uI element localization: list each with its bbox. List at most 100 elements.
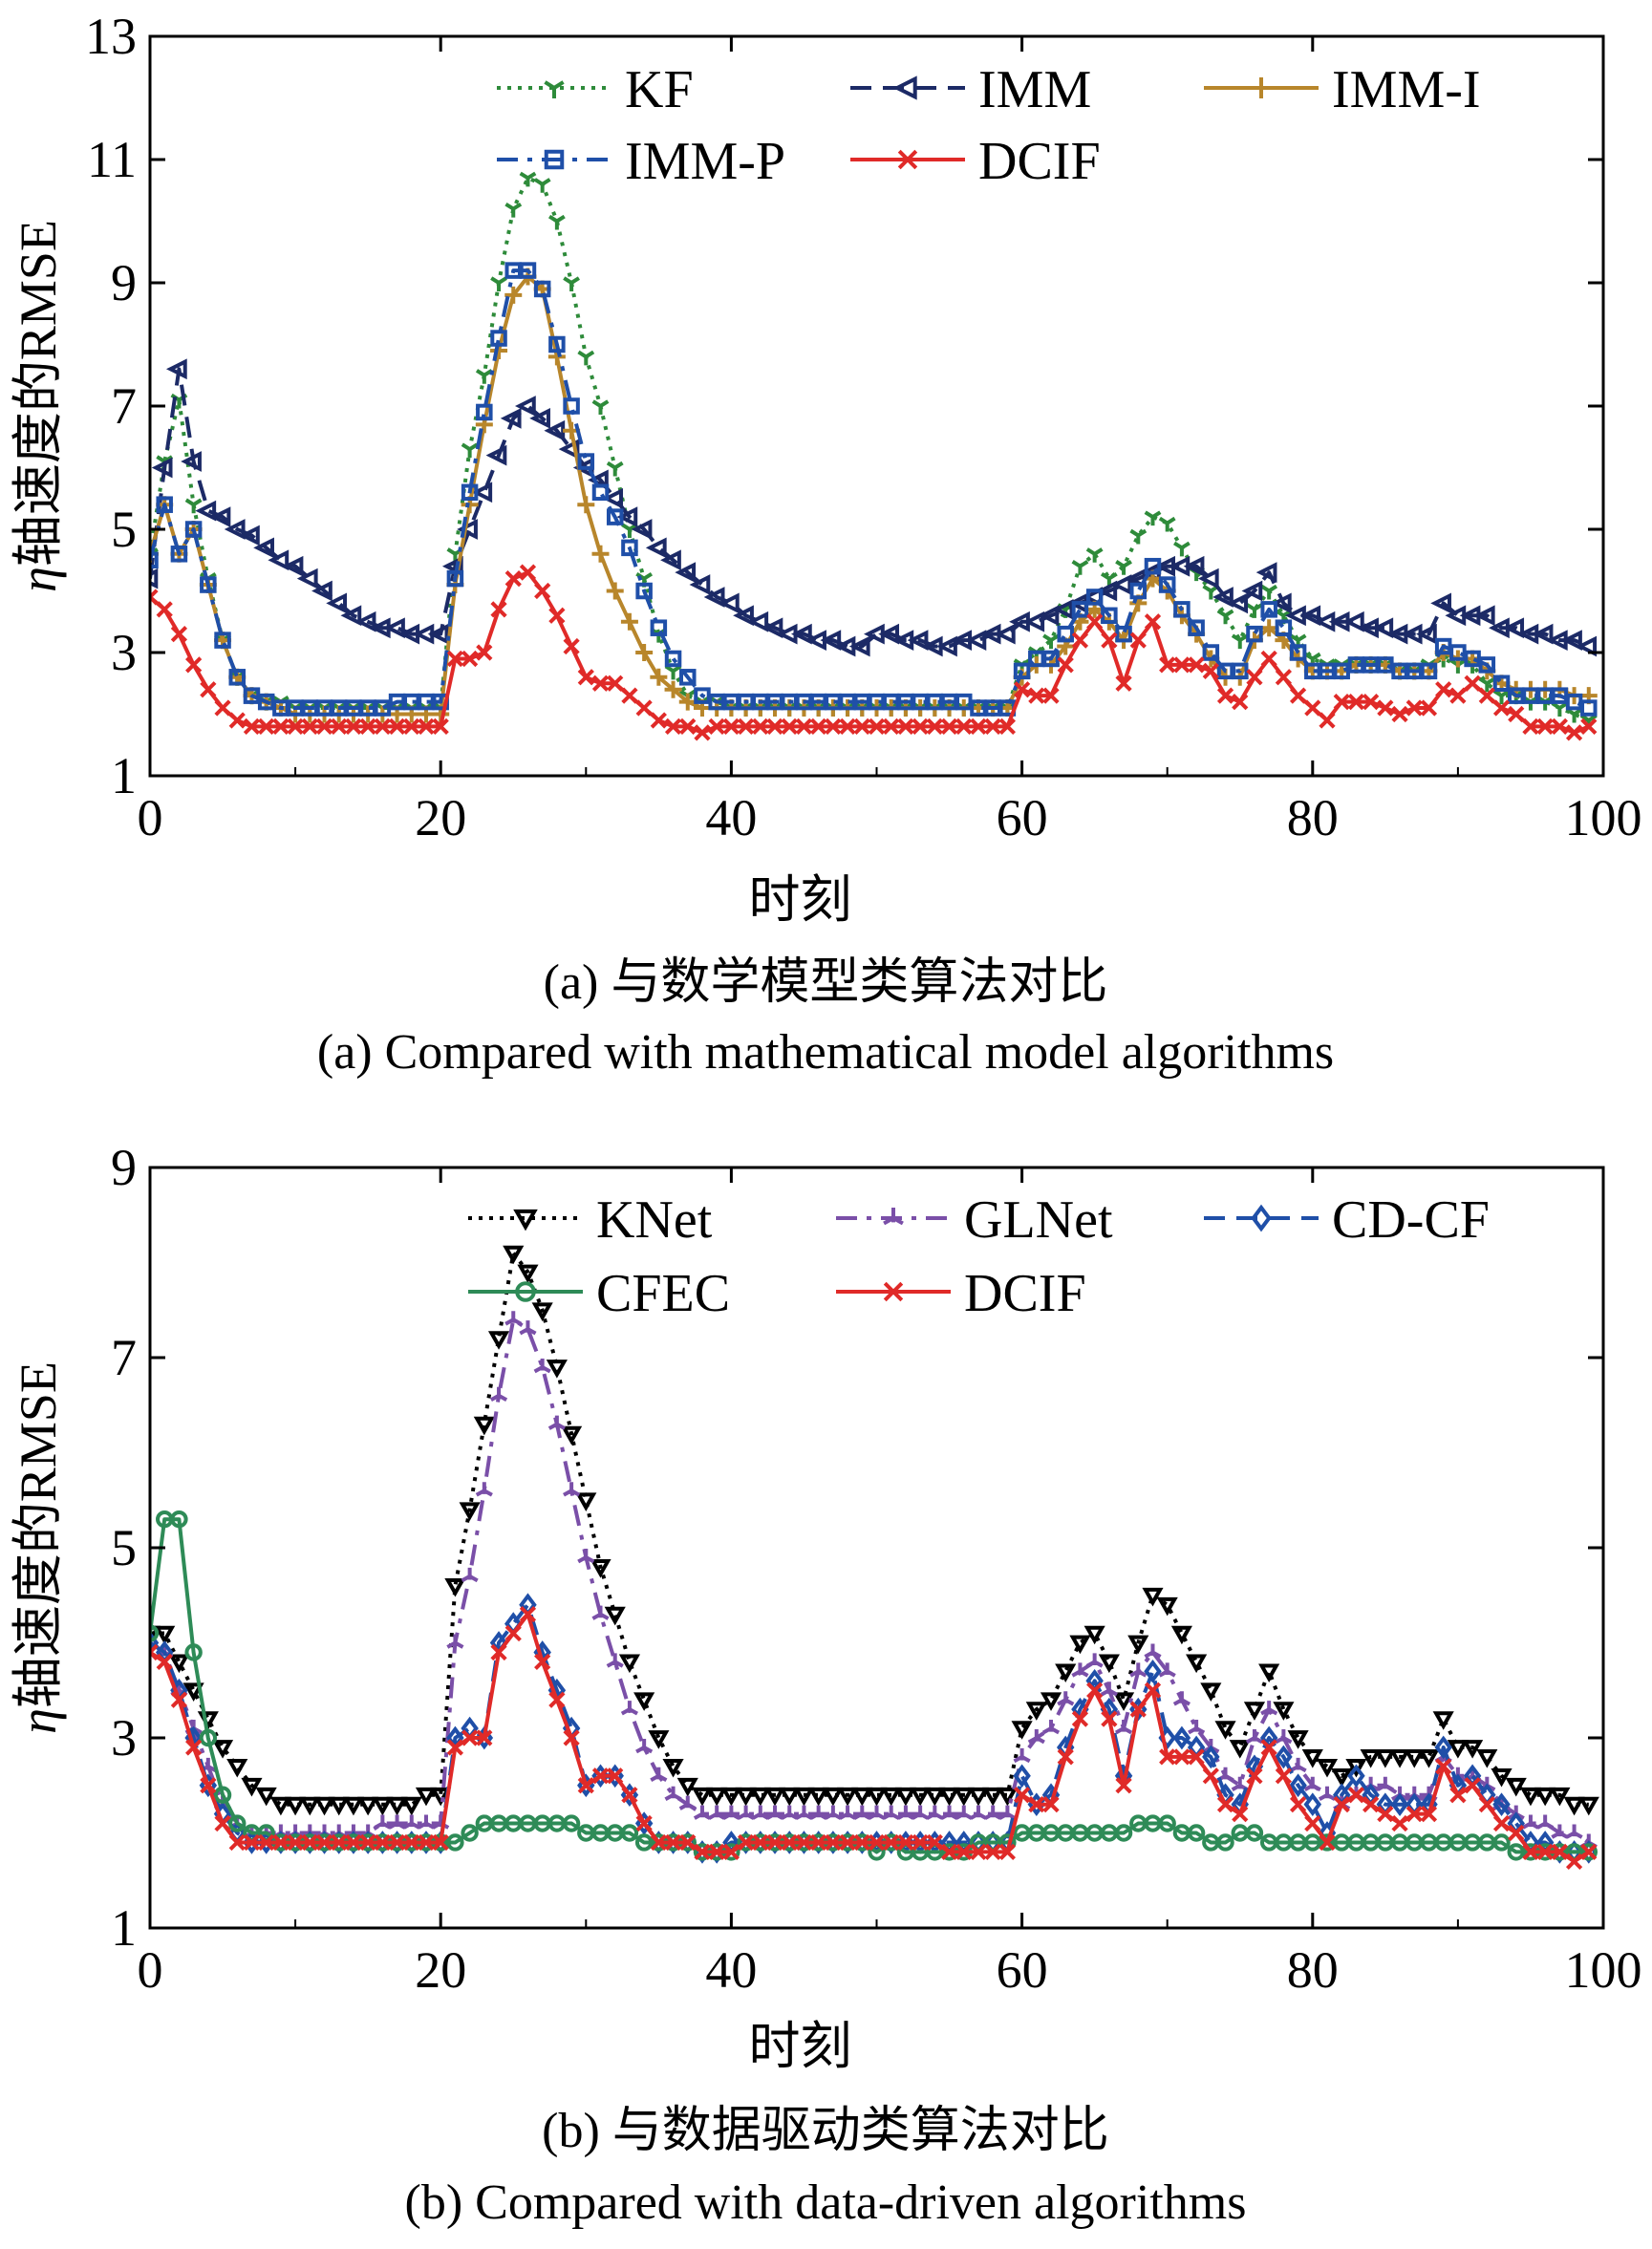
point-glnet	[1275, 1729, 1293, 1745]
point-dcif	[577, 669, 594, 686]
point-imm-p	[150, 551, 159, 568]
y-axis-symbol: η	[10, 1708, 67, 1734]
legend-label-knet: KNet	[596, 1190, 713, 1250]
point-dcif	[1492, 1814, 1511, 1832]
point-glnet	[1172, 1691, 1191, 1706]
point-dcif	[1565, 724, 1583, 741]
point-dcif	[1420, 699, 1438, 717]
point-imm	[500, 408, 522, 429]
point-knet	[706, 1787, 728, 1807]
point-dcif	[345, 1833, 362, 1852]
legend-label-imm-i: IMM-I	[1332, 60, 1481, 119]
point-knet	[357, 1796, 379, 1816]
point-cfec	[199, 1728, 218, 1747]
point-imm-p	[156, 496, 173, 513]
point-dcif	[1508, 1824, 1525, 1842]
series-glnet	[150, 1311, 1598, 1849]
point-dcif	[853, 1833, 870, 1852]
legend-marker-cfec	[515, 1281, 536, 1302]
point-cd-cf	[1390, 1792, 1409, 1816]
point-imm-p	[170, 546, 188, 563]
point-knet	[561, 1425, 583, 1446]
point-dcif	[897, 718, 914, 736]
point-dcif	[1101, 1710, 1118, 1727]
point-dcif	[970, 1843, 987, 1861]
point-knet	[1577, 1796, 1599, 1816]
point-glnet	[606, 1653, 624, 1668]
point-dcif	[1405, 1805, 1423, 1823]
point-glnet	[504, 1311, 523, 1326]
x-tick-label: 20	[415, 1941, 466, 1999]
point-dcif	[621, 1787, 638, 1804]
point-dcif	[403, 1833, 420, 1852]
point-knet	[1200, 1682, 1222, 1702]
point-glnet	[1071, 1662, 1089, 1678]
point-imm	[689, 574, 711, 595]
point-knet	[1214, 1721, 1236, 1740]
point-imm-p	[214, 632, 231, 649]
point-imm	[471, 482, 493, 503]
point-imm-p	[1275, 619, 1293, 636]
point-imm	[224, 519, 246, 540]
point-cd-cf	[1172, 1725, 1191, 1750]
point-imm-p	[519, 262, 537, 279]
point-dcif	[1028, 687, 1045, 704]
point-knet	[1186, 1654, 1208, 1674]
point-dcif	[403, 718, 420, 736]
point-imm	[485, 444, 507, 466]
point-kf	[664, 664, 682, 680]
legend-label-imm-p: IMM-P	[625, 132, 785, 191]
point-dcif	[1464, 675, 1481, 692]
point-imm	[1561, 630, 1582, 651]
point-dcif	[1333, 1796, 1350, 1813]
point-cfec	[1579, 1843, 1598, 1861]
point-imm	[660, 549, 681, 571]
series-line-knet	[150, 1251, 1589, 1807]
point-dcif	[1289, 687, 1307, 704]
point-cd-cf	[1013, 1764, 1031, 1788]
point-dcif	[345, 718, 362, 736]
point-dcif	[1347, 1787, 1365, 1804]
point-knet	[211, 1740, 234, 1759]
legend-marker-imm-p	[544, 149, 565, 170]
point-glnet	[1536, 1814, 1555, 1830]
point-glnet	[1085, 1653, 1104, 1668]
point-dcif	[868, 718, 886, 736]
point-dcif	[1115, 1777, 1132, 1794]
point-kf	[490, 276, 507, 291]
point-cd-cf	[1289, 1773, 1307, 1798]
point-imm	[427, 623, 449, 645]
point-dcif	[1362, 693, 1380, 711]
point-knet	[150, 1625, 161, 1645]
point-imm-i	[1260, 619, 1278, 637]
point-dcif	[150, 589, 159, 606]
point-dcif	[1580, 1843, 1598, 1861]
point-imm-p	[490, 330, 507, 347]
x-tick-label: 0	[138, 789, 163, 846]
point-imm	[675, 562, 697, 584]
point-glnet	[519, 1320, 537, 1336]
series-line-dcif	[150, 570, 1590, 735]
point-knet	[1156, 1596, 1178, 1617]
point-glnet	[620, 1701, 639, 1716]
point-dcif	[795, 718, 813, 736]
point-glnet	[765, 1805, 784, 1820]
point-imm	[1430, 592, 1451, 614]
point-knet	[924, 1787, 946, 1807]
point-imm	[1052, 598, 1074, 620]
series-knet	[150, 1245, 1599, 1816]
point-dcif	[839, 718, 856, 736]
point-imm-i	[620, 612, 638, 631]
point-dcif	[810, 718, 827, 736]
point-knet	[473, 1416, 495, 1436]
point-imm-p	[1580, 699, 1598, 717]
point-imm	[282, 555, 304, 577]
legend-marker-knet	[513, 1209, 538, 1232]
point-knet	[997, 1787, 1019, 1807]
point-dcif	[694, 724, 711, 741]
point-knet	[1055, 1663, 1077, 1683]
point-cfec	[1187, 1824, 1206, 1842]
point-imm-p	[621, 539, 638, 557]
point-knet	[851, 1787, 873, 1807]
point-knet	[342, 1796, 365, 1816]
